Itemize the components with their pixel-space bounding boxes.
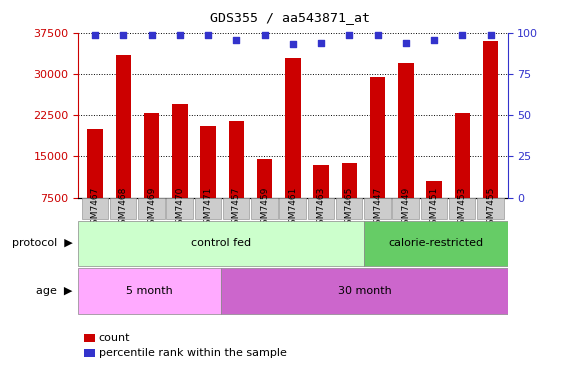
Point [232, 37, 241, 42]
FancyBboxPatch shape [449, 198, 475, 219]
Bar [455, 113, 470, 198]
Point [90, 32, 100, 38]
Text: GSM7455: GSM7455 [486, 187, 495, 230]
Text: GSM7467: GSM7467 [90, 187, 100, 230]
FancyBboxPatch shape [336, 198, 362, 219]
Bar [144, 113, 160, 198]
Bar [285, 58, 300, 198]
Point [345, 32, 354, 38]
FancyBboxPatch shape [223, 198, 249, 219]
Bar [116, 55, 131, 198]
Bar [370, 77, 385, 198]
Point [486, 32, 495, 38]
Bar [426, 181, 442, 198]
FancyBboxPatch shape [78, 221, 364, 266]
Text: GSM7451: GSM7451 [430, 187, 438, 230]
Point [288, 42, 298, 48]
Point [260, 32, 269, 38]
Text: age  ▶: age ▶ [36, 286, 72, 296]
FancyBboxPatch shape [392, 198, 419, 219]
Point [317, 40, 326, 46]
Text: 30 month: 30 month [338, 286, 392, 296]
FancyBboxPatch shape [110, 198, 136, 219]
FancyBboxPatch shape [280, 198, 306, 219]
Text: percentile rank within the sample: percentile rank within the sample [99, 348, 287, 358]
Text: GSM7457: GSM7457 [232, 187, 241, 230]
FancyBboxPatch shape [420, 198, 447, 219]
FancyBboxPatch shape [195, 198, 221, 219]
FancyBboxPatch shape [166, 198, 193, 219]
Point [175, 32, 184, 38]
Text: 5 month: 5 month [126, 286, 173, 296]
Point [373, 32, 382, 38]
Text: GSM7459: GSM7459 [260, 187, 269, 230]
Text: GSM7461: GSM7461 [288, 187, 298, 230]
FancyBboxPatch shape [222, 268, 508, 314]
Point [119, 32, 128, 38]
Text: count: count [99, 333, 130, 343]
Bar [398, 63, 414, 198]
FancyBboxPatch shape [138, 198, 165, 219]
Text: GSM7469: GSM7469 [147, 187, 156, 230]
Point [147, 32, 157, 38]
Bar [201, 126, 216, 198]
Bar [483, 41, 498, 198]
Text: GSM7468: GSM7468 [119, 187, 128, 230]
Text: GDS355 / aa543871_at: GDS355 / aa543871_at [210, 11, 370, 24]
Point [401, 40, 411, 46]
Bar [342, 163, 357, 198]
Bar [172, 104, 188, 198]
Bar [257, 159, 273, 198]
Text: control fed: control fed [191, 238, 251, 249]
FancyBboxPatch shape [307, 198, 334, 219]
FancyBboxPatch shape [78, 268, 222, 314]
Text: GSM7471: GSM7471 [204, 187, 213, 230]
Point [429, 37, 438, 42]
Text: GSM7463: GSM7463 [317, 187, 325, 230]
Text: calorie-restricted: calorie-restricted [389, 238, 484, 249]
Bar [88, 129, 103, 198]
Text: GSM7465: GSM7465 [345, 187, 354, 230]
FancyBboxPatch shape [364, 221, 508, 266]
Text: GSM7449: GSM7449 [401, 187, 410, 230]
FancyBboxPatch shape [82, 198, 108, 219]
Bar [229, 121, 244, 198]
FancyBboxPatch shape [251, 198, 278, 219]
Bar [313, 165, 329, 198]
Text: GSM7470: GSM7470 [176, 187, 184, 230]
FancyBboxPatch shape [364, 198, 390, 219]
Text: protocol  ▶: protocol ▶ [12, 238, 72, 249]
Point [204, 32, 213, 38]
Text: GSM7447: GSM7447 [373, 187, 382, 230]
Point [458, 32, 467, 38]
Text: GSM7453: GSM7453 [458, 187, 467, 230]
FancyBboxPatch shape [477, 198, 503, 219]
